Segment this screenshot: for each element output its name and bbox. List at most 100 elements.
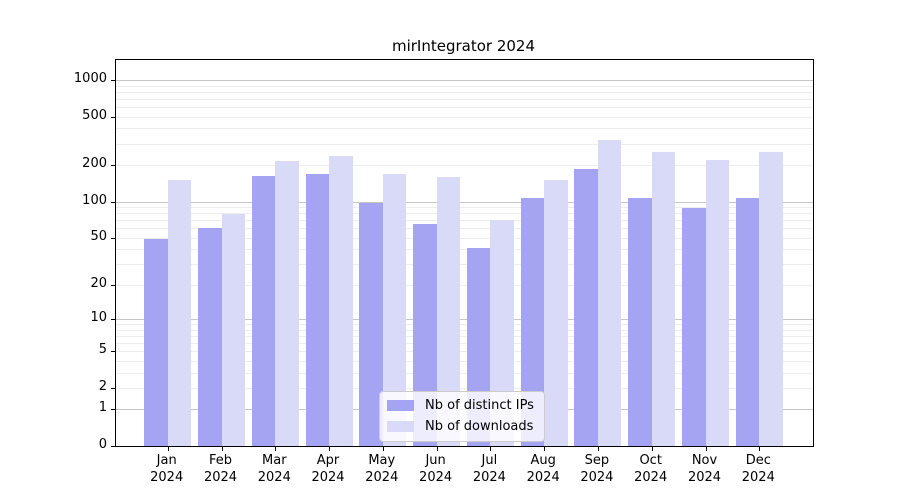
bar-distinct-ips-apr bbox=[305, 173, 329, 446]
gridline bbox=[116, 220, 813, 222]
gridline bbox=[116, 165, 813, 166]
chart-title: mirIntegrator 2024 bbox=[391, 37, 536, 55]
gridline bbox=[116, 335, 813, 337]
gridline bbox=[116, 284, 813, 286]
y-tick-mark bbox=[111, 387, 115, 389]
y-tick-label: 500 bbox=[82, 107, 107, 123]
gridline bbox=[116, 116, 813, 118]
gridline bbox=[116, 228, 813, 230]
gridline bbox=[116, 107, 813, 108]
x-tick-mark bbox=[597, 446, 599, 451]
gridline bbox=[116, 264, 813, 266]
gridline bbox=[116, 128, 813, 130]
bar-distinct-ips-mar bbox=[251, 176, 276, 446]
bar-downloads-feb bbox=[221, 213, 245, 446]
bar-downloads-may bbox=[382, 174, 407, 446]
x-tick-label: May 2024 bbox=[365, 453, 399, 485]
gridline bbox=[116, 329, 813, 331]
legend-item-distinct-ips: Nb of distinct IPs bbox=[387, 398, 534, 413]
y-tick-label: 10 bbox=[90, 310, 107, 325]
bar-downloads-apr bbox=[329, 156, 353, 446]
x-tick-label: Aug 2024 bbox=[526, 453, 560, 485]
legend-swatch-downloads bbox=[387, 421, 414, 432]
y-tick-label: 50 bbox=[90, 228, 107, 244]
gridline bbox=[116, 98, 813, 100]
bar-downloads-jun bbox=[436, 177, 461, 446]
bar-downloads-mar bbox=[275, 161, 299, 446]
gridline bbox=[116, 237, 813, 239]
legend-swatch-distinct-ips bbox=[387, 400, 414, 411]
x-tick-mark bbox=[490, 446, 492, 451]
bar-downloads-jan bbox=[167, 180, 192, 446]
gridline bbox=[116, 319, 813, 320]
gridline bbox=[116, 79, 813, 81]
x-tick-mark bbox=[221, 446, 223, 451]
legend: Nb of distinct IPs Nb of downloads bbox=[379, 391, 545, 442]
gridline bbox=[116, 372, 813, 374]
bar-downloads-jul bbox=[490, 220, 514, 446]
x-tick-label: Apr 2024 bbox=[311, 453, 345, 485]
legend-label-downloads: Nb of downloads bbox=[425, 419, 534, 434]
y-tick-mark bbox=[111, 284, 115, 286]
gridline bbox=[116, 324, 813, 325]
x-tick-label: Jul 2024 bbox=[472, 453, 506, 485]
bar-distinct-ips-dec bbox=[735, 197, 760, 446]
bar-distinct-ips-feb bbox=[198, 228, 222, 446]
y-tick-label: 0 bbox=[98, 437, 107, 452]
x-tick-label: Oct 2024 bbox=[634, 453, 668, 485]
y-tick-mark bbox=[111, 409, 115, 411]
bar-downloads-nov bbox=[705, 160, 729, 446]
y-tick-label: 200 bbox=[82, 156, 107, 171]
legend-item-downloads: Nb of downloads bbox=[387, 419, 534, 434]
y-tick-label: 1000 bbox=[73, 70, 107, 86]
y-tick-mark bbox=[111, 237, 115, 239]
y-tick-mark bbox=[111, 446, 115, 447]
bar-distinct-ips-may bbox=[359, 203, 383, 446]
y-tick-label: 1 bbox=[98, 400, 107, 416]
y-tick-label: 20 bbox=[90, 275, 107, 291]
x-tick-mark bbox=[705, 446, 707, 451]
plot-area: Nb of distinct IPs Nb of downloads bbox=[111, 59, 814, 451]
y-tick-label: 2 bbox=[98, 378, 107, 394]
x-tick-label: Feb 2024 bbox=[203, 453, 238, 485]
x-tick-label: Dec 2024 bbox=[741, 453, 775, 485]
bar-downloads-dec bbox=[759, 152, 783, 446]
x-tick-mark bbox=[275, 446, 277, 451]
x-tick-label: Jun 2024 bbox=[419, 453, 453, 485]
x-tick-mark bbox=[759, 446, 761, 451]
gridline bbox=[116, 143, 813, 145]
x-tick-mark bbox=[167, 446, 169, 451]
bar-distinct-ips-sep bbox=[574, 169, 598, 446]
bar-distinct-ips-oct bbox=[628, 197, 652, 446]
y-tick-label: 5 bbox=[98, 342, 107, 358]
legend-label-distinct-ips: Nb of distinct IPs bbox=[425, 398, 534, 413]
bar-downloads-oct bbox=[651, 152, 676, 446]
bar-distinct-ips-nov bbox=[682, 207, 706, 446]
y-tick-label: 100 bbox=[82, 192, 107, 208]
x-tick-mark bbox=[436, 446, 438, 451]
gridline bbox=[116, 91, 813, 93]
gridline bbox=[116, 360, 813, 362]
x-tick-mark bbox=[544, 446, 546, 451]
x-tick-label: Mar 2024 bbox=[257, 453, 291, 485]
gridline bbox=[116, 249, 813, 251]
x-tick-mark bbox=[329, 446, 330, 451]
bar-downloads-aug bbox=[544, 179, 568, 446]
y-tick-mark bbox=[111, 351, 115, 353]
gridline bbox=[116, 351, 813, 353]
bar-distinct-ips-jun bbox=[413, 224, 437, 446]
y-tick-mark bbox=[111, 319, 115, 320]
x-tick-mark bbox=[651, 446, 653, 451]
gridline bbox=[116, 85, 813, 87]
gridline bbox=[116, 207, 813, 208]
x-tick-label: Sep 2024 bbox=[580, 453, 614, 485]
bar-downloads-sep bbox=[597, 140, 622, 446]
y-tick-mark bbox=[111, 79, 115, 81]
bar-distinct-ips-jan bbox=[144, 238, 168, 446]
x-tick-label: Nov 2024 bbox=[687, 453, 722, 485]
gridline bbox=[116, 201, 813, 203]
y-tick-mark bbox=[111, 116, 115, 118]
x-tick-label: Jan 2024 bbox=[150, 453, 184, 485]
gridline bbox=[116, 342, 813, 344]
